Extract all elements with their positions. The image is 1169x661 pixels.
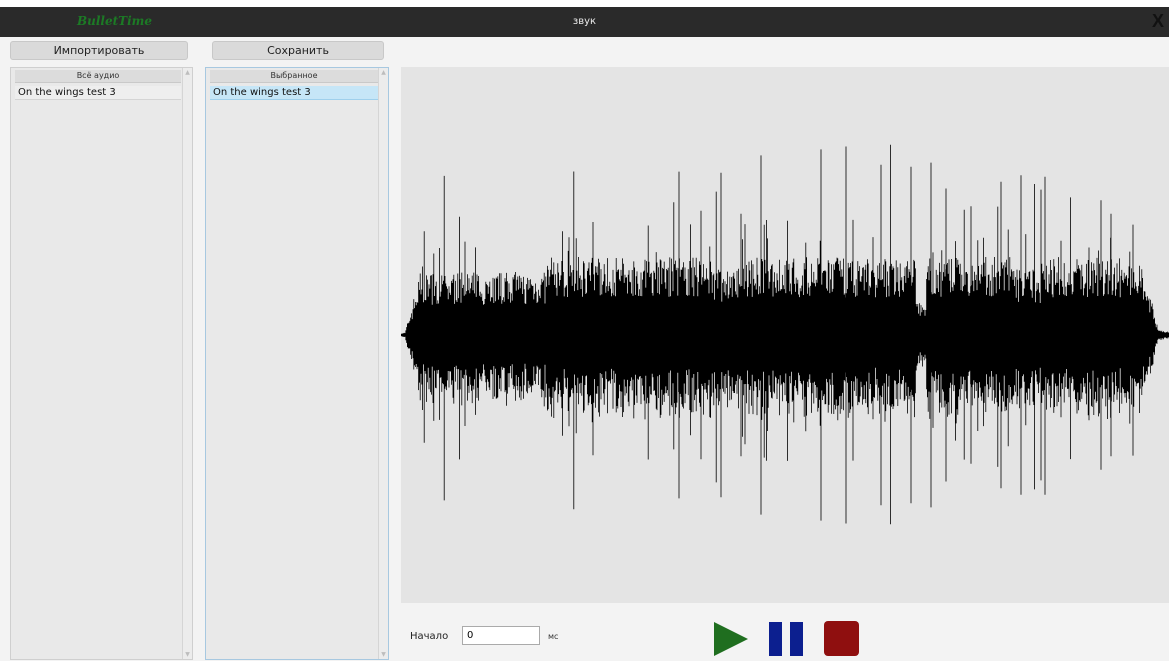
app-logo: BulletTime <box>77 14 152 28</box>
waveform-view[interactable] <box>401 67 1169 603</box>
save-button[interactable]: Сохранить <box>212 41 384 60</box>
scroll-up-icon[interactable]: ▲ <box>185 69 190 76</box>
title-bar: BulletTime звук X <box>0 7 1169 37</box>
start-time-input[interactable] <box>462 626 540 645</box>
scroll-down-icon[interactable]: ▼ <box>381 651 386 658</box>
start-label: Начало <box>410 631 449 642</box>
selected-audio-list[interactable]: Выбранное On the wings test 3 ▲ ▼ <box>205 67 389 660</box>
window-title: звук <box>572 16 597 27</box>
scroll-down-icon[interactable]: ▼ <box>185 651 190 658</box>
all-audio-header: Всё аудио <box>15 70 181 83</box>
import-button[interactable]: Импортировать <box>10 41 188 60</box>
list-item-selected[interactable]: On the wings test 3 <box>210 86 378 100</box>
scroll-up-icon[interactable]: ▲ <box>381 69 386 76</box>
selected-audio-header: Выбранное <box>210 70 378 83</box>
play-icon[interactable] <box>712 620 750 658</box>
list-item[interactable]: On the wings test 3 <box>15 86 181 100</box>
top-strip: · · · · · · · · <box>0 0 1169 7</box>
close-icon[interactable]: X <box>1151 11 1164 31</box>
stop-icon[interactable] <box>823 620 861 658</box>
all-audio-scrollbar[interactable]: ▲ ▼ <box>182 68 192 659</box>
all-audio-list[interactable]: Всё аудио On the wings test 3 ▲ ▼ <box>10 67 193 660</box>
waveform-graphic <box>401 144 1169 525</box>
pause-icon[interactable] <box>767 620 805 658</box>
selected-audio-scrollbar[interactable]: ▲ ▼ <box>378 68 388 659</box>
start-unit-label: мс <box>548 632 559 641</box>
